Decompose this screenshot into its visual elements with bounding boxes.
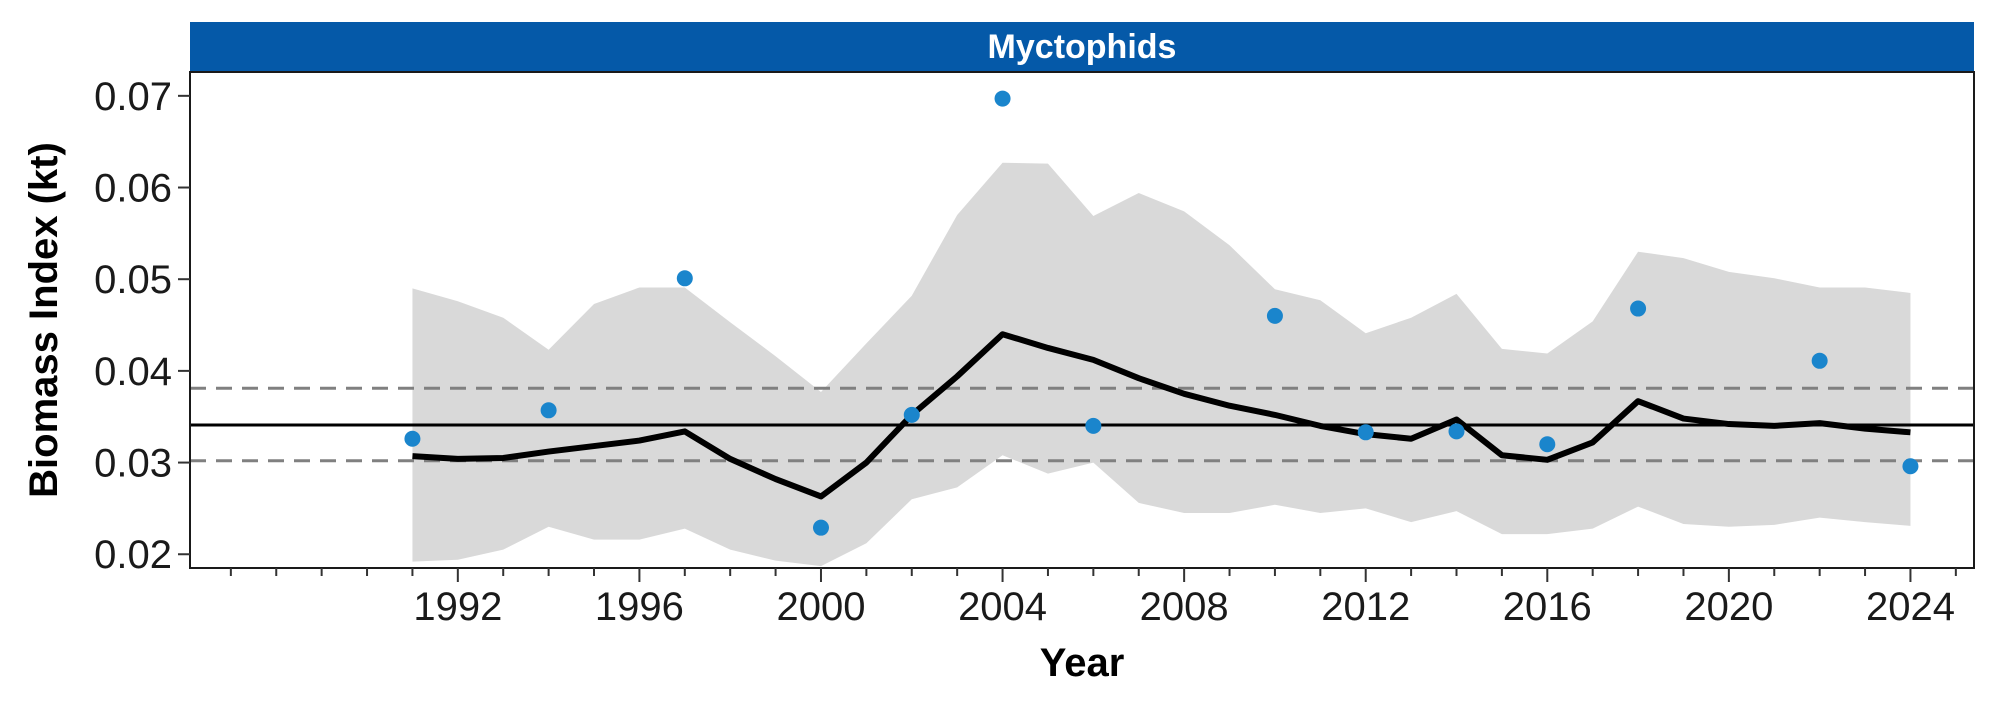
data-point	[1357, 424, 1374, 441]
panel-border	[189, 71, 1975, 569]
data-point	[1902, 458, 1919, 475]
data-point	[404, 430, 421, 447]
x-tick-label: 2004	[958, 585, 1047, 629]
data-point	[1085, 417, 1102, 434]
y-axis-title: Biomass Index (kt)	[22, 142, 66, 498]
x-tick-label: 2016	[1503, 585, 1592, 629]
x-tick-label: 2020	[1684, 585, 1773, 629]
x-tick-label: 2024	[1866, 585, 1955, 629]
data-point	[1539, 436, 1556, 453]
strip-background	[190, 22, 1974, 72]
panel-title: Myctophids	[988, 28, 1177, 66]
panel-strip: Myctophids	[190, 22, 1974, 72]
axes: 1992 1996 2000 2004 2008 2012 2016 2020 2024 0.02…	[94, 75, 1957, 629]
data-point	[903, 406, 920, 423]
data-point	[1266, 307, 1283, 324]
x-tick-label: 2012	[1321, 585, 1410, 629]
data-point	[1448, 423, 1465, 440]
data-point	[812, 519, 829, 536]
y-tick-label: 0.02	[94, 533, 172, 577]
y-tick-label: 0.03	[94, 442, 172, 486]
plot-area	[190, 90, 1974, 567]
y-tick-label: 0.07	[94, 75, 172, 119]
x-tick-label: 2008	[1140, 585, 1229, 629]
data-point	[994, 90, 1011, 107]
y-tick-label: 0.05	[94, 258, 172, 302]
data-point	[540, 402, 557, 419]
trend-line	[412, 331, 1911, 500]
confidence-ribbon	[412, 162, 1911, 567]
x-axis-title: Year	[1040, 641, 1125, 685]
y-tick-label: 0.06	[94, 167, 172, 211]
data-point	[676, 270, 693, 287]
x-tick-label: 1996	[595, 585, 684, 629]
data-point	[1630, 300, 1647, 317]
data-point	[1811, 352, 1828, 369]
x-tick-label: 1992	[413, 585, 502, 629]
y-tick-label: 0.04	[94, 350, 172, 394]
x-tick-label: 2000	[776, 585, 865, 629]
